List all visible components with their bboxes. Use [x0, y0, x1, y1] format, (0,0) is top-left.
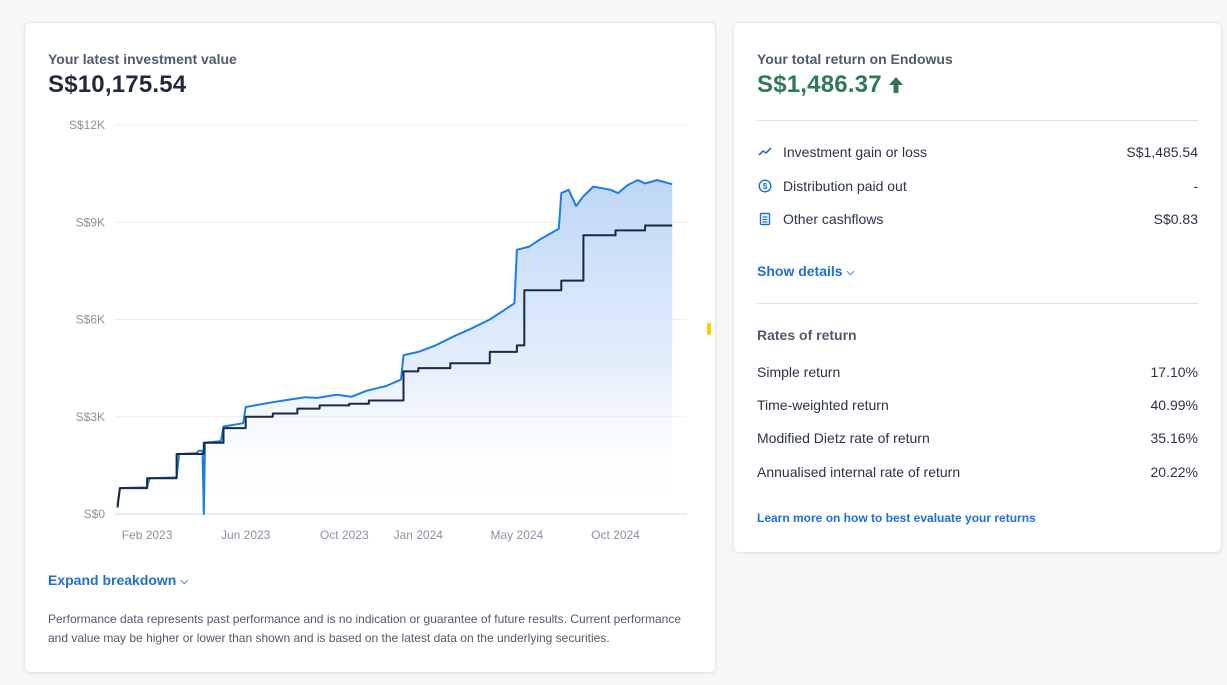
rate-value: 17.10% — [1150, 364, 1198, 380]
investment-value-amount: S$10,175.54 — [48, 71, 187, 98]
total-return-amount-wrap: S$1,486.37 — [757, 71, 904, 99]
x-tick-label: Oct 2024 — [591, 528, 640, 542]
breakdown-row-investment-gain: Investment gain or loss S$1,485.54 — [757, 144, 1198, 160]
rate-label: Modified Dietz rate of return — [757, 430, 930, 446]
show-details-label: Show details — [757, 263, 843, 279]
y-tick-label: S$6K — [76, 313, 105, 327]
rate-label: Annualised internal rate of return — [757, 464, 961, 480]
total-return-title: Your total return on Endowus — [757, 51, 953, 67]
breakdown-row-distribution: $ Distribution paid out - — [757, 178, 1198, 194]
investment-value-card: Your latest investment value S$10,175.54… — [24, 22, 716, 673]
rate-value: 40.99% — [1150, 397, 1198, 413]
chevron-down-icon: ⌵ — [846, 267, 855, 278]
rates-of-return-title: Rates of return — [757, 327, 857, 343]
x-tick-label: Oct 2023 — [320, 528, 369, 542]
rate-value: 20.22% — [1150, 464, 1198, 480]
breakdown-label: Investment gain or loss — [783, 144, 927, 160]
x-tick-label: May 2024 — [491, 528, 544, 542]
arrow-up-icon — [888, 77, 903, 93]
svg-text:$: $ — [763, 182, 768, 191]
y-tick-label: S$12K — [69, 118, 105, 132]
dollar-coin-icon: $ — [757, 178, 773, 194]
breakdown-label: Distribution paid out — [783, 178, 907, 194]
y-tick-label: S$3K — [76, 410, 105, 424]
rate-row-time-weighted: Time-weighted return 40.99% — [757, 397, 1198, 413]
y-tick-label: S$0 — [84, 507, 106, 521]
x-tick-label: Jan 2024 — [394, 528, 444, 542]
divider — [757, 303, 1198, 304]
x-tick-label: Jun 2023 — [221, 528, 271, 542]
rate-row-annualised-irr: Annualised internal rate of return 20.22… — [757, 464, 1198, 480]
trend-line-icon — [757, 144, 773, 160]
rate-label: Time-weighted return — [757, 397, 889, 413]
divider — [757, 120, 1198, 121]
expand-breakdown-button[interactable]: Expand breakdown ⌵ — [48, 572, 188, 588]
rate-row-modified-dietz: Modified Dietz rate of return 35.16% — [757, 430, 1198, 446]
breakdown-value: S$1,485.54 — [1126, 144, 1198, 160]
series-line-1 — [116, 224, 673, 508]
breakdown-row-other-cashflows: Other cashflows S$0.83 — [757, 211, 1198, 227]
breakdown-label: Other cashflows — [783, 211, 884, 227]
show-details-button[interactable]: Show details ⌵ — [757, 263, 854, 279]
rate-row-simple: Simple return 17.10% — [757, 364, 1198, 380]
breakdown-value: - — [1193, 178, 1198, 194]
scroll-indicator — [707, 323, 711, 335]
y-tick-label: S$9K — [76, 215, 105, 229]
performance-disclaimer: Performance data represents past perform… — [48, 612, 682, 645]
performance-chart[interactable]: S$0 S$3K S$6K S$9K S$12K Feb 2023 Jun 2023 Oct … — [25, 23, 715, 553]
chevron-down-icon: ⌵ — [180, 576, 188, 587]
investment-value-title: Your latest investment value — [48, 51, 237, 67]
breakdown-value: S$0.83 — [1153, 211, 1198, 227]
document-list-icon — [757, 211, 773, 227]
series-area-0 — [117, 180, 673, 514]
total-return-amount: S$1,486.37 — [757, 71, 882, 98]
series-line-0 — [116, 179, 673, 515]
rate-value: 35.16% — [1150, 430, 1198, 446]
x-tick-label: Feb 2023 — [122, 528, 173, 542]
expand-breakdown-label: Expand breakdown — [48, 572, 177, 588]
total-return-card: Your total return on Endowus S$1,486.37 … — [733, 22, 1222, 553]
learn-more-link[interactable]: Learn more on how to best evaluate your … — [757, 511, 1036, 525]
rate-label: Simple return — [757, 364, 841, 380]
